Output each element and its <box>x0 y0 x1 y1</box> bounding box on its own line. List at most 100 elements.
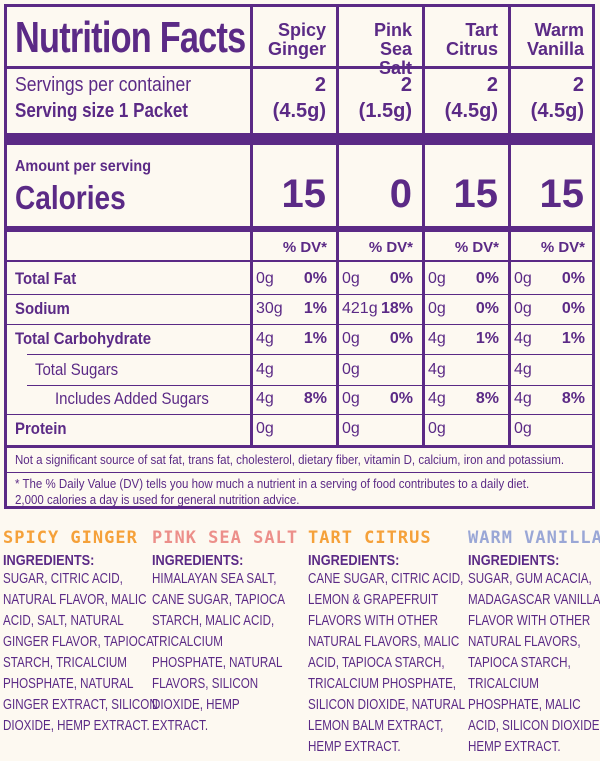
ingredient-line: HEMP EXTRACT. <box>308 739 401 755</box>
ingredient-line: EXTRACT. <box>152 718 209 734</box>
ingredient-line: PHOSPHATE, NATURAL <box>152 655 283 671</box>
ingredient-line: TRICALCIUM PHOSPHATE, <box>308 676 457 692</box>
footnote-significant-source: Not a significant source of sat fat, tra… <box>15 453 565 467</box>
row-divider <box>7 294 592 295</box>
nutrient-amount: 0g <box>342 270 360 287</box>
ingredients-heading: INGREDIENTS: <box>468 552 560 569</box>
ingredient-line: NATURAL FLAVORS, <box>468 634 581 650</box>
ingredient-line: FLAVORS, SILICON <box>152 676 259 692</box>
nutrient-dv: 1% <box>303 300 327 317</box>
nutrient-amount: 0g <box>428 300 446 317</box>
ingredient-line: NATURAL FLAVORS, MALIC <box>308 634 460 650</box>
nutrient-dv: 0% <box>389 330 413 347</box>
ingredient-line: SILICON DIOXIDE, NATURAL <box>308 697 466 713</box>
nutrient-amount: 4g <box>514 330 532 347</box>
ingredient-line: PHOSPHATE, NATURAL <box>3 676 134 692</box>
nutrient-label: Sodium <box>15 299 70 318</box>
thick-divider <box>7 226 592 232</box>
ingredient-line: ACID, SILICON DIOXIDE, <box>468 718 600 734</box>
ingredient-line: TRICALCIUM <box>152 634 223 650</box>
nutrient-amount: 421g <box>342 300 378 317</box>
ingredients-column: PINK SEA SALT INGREDIENTS: HIMALAYAN SEA S… <box>152 528 302 737</box>
nutrient-label: Total Sugars <box>35 360 119 379</box>
thick-divider <box>7 133 592 145</box>
servings-value: 2 <box>400 74 412 96</box>
column-header-spicy-ginger: Spicy Ginger <box>267 20 326 59</box>
ingredient-line: FLAVOR WITH OTHER <box>468 613 591 629</box>
nutrient-amount: 4g <box>256 390 274 407</box>
row-divider <box>7 414 592 415</box>
ingredient-line: CANE SUGAR, CITRIC ACID, <box>308 571 464 587</box>
serving-size-value: (1.5g) <box>358 100 412 122</box>
ingredients-heading: INGREDIENTS: <box>152 552 244 569</box>
ingredient-line: SUGAR, CITRIC ACID, <box>3 571 123 587</box>
ingredient-line: SUGAR, GUM ACACIA, <box>468 571 592 587</box>
ingredient-line: LEMON & GRAPEFRUIT <box>308 592 439 608</box>
ingredients-column: TART CITRUS INGREDIENTS: CANE SUGAR, CITRI… <box>308 528 466 758</box>
nutrient-amount: 0g <box>256 420 274 437</box>
ingredient-line: TAPIOCA STARCH, <box>468 655 571 671</box>
nutrient-label: Protein <box>15 419 67 438</box>
flavor-name: PINK SEA SALT <box>152 528 299 548</box>
servings-label: Servings per container <box>15 74 192 96</box>
row-divider <box>27 354 592 355</box>
nutrient-amount: 0g <box>342 330 360 347</box>
ingredients-column: SPICY GINGER INGREDIENTS: SUGAR, CITRIC AC… <box>3 528 158 737</box>
calories-value: 15 <box>539 172 585 216</box>
nutrient-dv: 8% <box>475 390 499 407</box>
ingredients-heading: INGREDIENTS: <box>3 552 95 569</box>
nutrient-amount: 0g <box>342 361 360 378</box>
calories-value: 15 <box>281 172 327 216</box>
nutrition-facts-title: Nutrition Facts <box>15 13 246 62</box>
flavor-name: TART CITRUS <box>308 528 432 548</box>
ingredient-line: TRICALCIUM <box>468 676 539 692</box>
ingredient-line: DIOXIDE, HEMP EXTRACT. <box>3 718 150 734</box>
nutrient-amount: 4g <box>256 330 274 347</box>
servings-value: 2 <box>486 74 498 96</box>
nutrient-amount: 0g <box>428 420 446 437</box>
ingredient-line: NATURAL FLAVOR, MALIC <box>3 592 147 608</box>
serving-size-value: (4.5g) <box>444 100 498 122</box>
nutrient-dv: 8% <box>561 390 585 407</box>
flavor-name: SPICY GINGER <box>3 528 138 548</box>
nutrient-amount: 4g <box>514 361 532 378</box>
nutrient-dv: 0% <box>475 300 499 317</box>
calories-value: 0 <box>389 172 412 216</box>
nutrient-amount: 4g <box>256 361 274 378</box>
divider <box>7 472 592 473</box>
ingredient-line: ACID, SALT, NATURAL <box>3 613 124 629</box>
nutrient-dv: 0% <box>389 390 413 407</box>
footnote-daily-value: * The % Daily Value (DV) tells you how m… <box>15 477 530 507</box>
ingredient-line: CANE SUGAR, TAPIOCA <box>152 592 285 608</box>
nutrient-dv: 0% <box>389 270 413 287</box>
nutrient-label: Total Carbohydrate <box>15 329 152 348</box>
nutrient-amount: 0g <box>428 270 446 287</box>
ingredients-heading: INGREDIENTS: <box>308 552 400 569</box>
serving-size-value: (4.5g) <box>272 100 326 122</box>
row-divider <box>7 324 592 325</box>
column-header-tart-citrus: Tart Citrus <box>445 20 498 59</box>
servings-value: 2 <box>572 74 584 96</box>
flavor-name: WARM VANILLA <box>468 528 600 548</box>
ingredient-line: HEMP EXTRACT. <box>468 739 561 755</box>
nutrient-amount: 0g <box>256 270 274 287</box>
nutrient-amount: 0g <box>342 420 360 437</box>
nutrient-dv: 18% <box>380 300 413 317</box>
divider <box>7 445 592 448</box>
nutrient-dv: 0% <box>561 270 585 287</box>
nutrient-amount: 0g <box>514 270 532 287</box>
ingredient-line: GINGER EXTRACT, SILICON <box>3 697 158 713</box>
dv-header: % DV* <box>282 239 327 256</box>
calories-value: 15 <box>453 172 499 216</box>
nutrient-dv: 0% <box>475 270 499 287</box>
nutrient-dv: 0% <box>561 300 585 317</box>
nutrient-amount: 4g <box>428 330 446 347</box>
nutrient-dv: 1% <box>303 330 327 347</box>
nutrient-dv: 1% <box>475 330 499 347</box>
divider <box>7 66 592 69</box>
ingredient-line: DIOXIDE, HEMP <box>152 697 240 713</box>
ingredient-line: STARCH, MALIC ACID, <box>152 613 275 629</box>
divider <box>7 260 592 262</box>
